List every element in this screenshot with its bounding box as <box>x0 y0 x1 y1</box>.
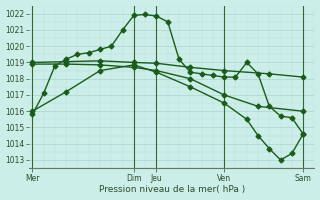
X-axis label: Pression niveau de la mer( hPa ): Pression niveau de la mer( hPa ) <box>99 185 245 194</box>
